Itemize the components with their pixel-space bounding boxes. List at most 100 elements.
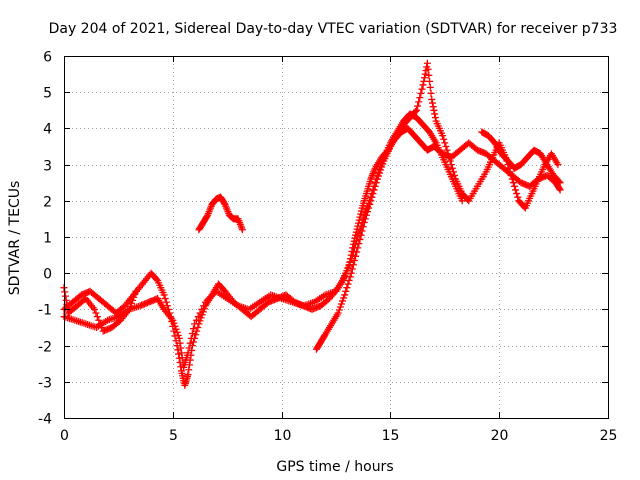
data-point [411, 108, 419, 116]
data-point [372, 179, 380, 187]
data-point [92, 309, 100, 317]
data-point [200, 305, 208, 313]
data-point [447, 161, 455, 169]
data-point [188, 342, 196, 350]
data-point [185, 361, 193, 369]
data-point [341, 291, 349, 299]
data-point [421, 70, 429, 78]
data-point [512, 186, 520, 194]
data-point [337, 300, 345, 308]
data-point [185, 366, 193, 374]
data-point [169, 316, 177, 324]
data-point [90, 305, 98, 313]
data-point [414, 102, 422, 110]
data-point [361, 215, 369, 223]
series-track-e [195, 193, 246, 234]
data-point [506, 168, 514, 176]
data-point [366, 200, 374, 208]
data-point [125, 305, 133, 313]
grid [64, 56, 608, 418]
data-point [62, 296, 70, 304]
data-point [96, 320, 104, 328]
data-point [357, 210, 365, 218]
x-tick-label: 10 [274, 428, 292, 444]
data-point [203, 212, 211, 220]
data-point [368, 193, 376, 201]
data-point [175, 354, 183, 362]
data-point [373, 175, 381, 183]
data-point [439, 132, 447, 140]
data-point [189, 338, 197, 346]
data-point [445, 153, 453, 161]
data-point [431, 114, 439, 122]
data-point [344, 264, 352, 272]
data-point [129, 296, 137, 304]
data-point [166, 309, 174, 317]
data-point [448, 164, 456, 172]
data-point [444, 150, 452, 158]
data-point [365, 204, 373, 212]
data-point [370, 186, 378, 194]
data-point [442, 143, 450, 150]
y-tick-label: 3 [43, 159, 52, 175]
data-point [199, 308, 207, 316]
data-point [510, 182, 518, 190]
data-point [349, 261, 357, 269]
data-point [187, 351, 195, 359]
data-point [426, 77, 434, 85]
data-point [192, 331, 200, 339]
x-tick-label: 25 [600, 428, 618, 444]
data-point [238, 226, 246, 234]
data-point [174, 346, 182, 354]
data-point [354, 244, 362, 252]
data-point [171, 332, 179, 340]
data-point [425, 71, 433, 79]
data-point [508, 175, 516, 183]
data-point [357, 207, 365, 215]
data-point [364, 208, 372, 216]
data-point [170, 327, 178, 335]
data-point [359, 223, 367, 231]
y-tick-label: -2 [38, 340, 52, 356]
data-point [458, 197, 466, 205]
data-point [357, 231, 365, 239]
data-point [126, 302, 134, 310]
data-point [416, 94, 424, 102]
data-point [430, 106, 438, 114]
data-point [348, 265, 356, 273]
y-tick-label: 2 [43, 195, 52, 211]
data-point [415, 98, 423, 106]
data-point [173, 342, 181, 350]
data-point [369, 190, 377, 198]
y-tick-label: -4 [38, 412, 52, 428]
data-point [556, 179, 564, 187]
data-point [441, 139, 449, 147]
data-point [342, 287, 350, 295]
y-tick-label: 0 [43, 267, 52, 283]
data-point [374, 172, 382, 180]
series-track-c [312, 59, 562, 353]
chart-title: Day 204 of 2021, Sidereal Day-to-day VTE… [49, 21, 618, 37]
y-tick-label: -1 [38, 303, 52, 319]
series-track-f [60, 284, 140, 335]
data-point [355, 240, 363, 248]
data-point [424, 65, 432, 73]
data-point [177, 363, 185, 371]
data-point [220, 199, 228, 207]
data-point [346, 273, 354, 281]
data-point [423, 59, 431, 67]
data-point [377, 166, 385, 174]
data-point [451, 171, 459, 179]
data-point [347, 269, 355, 277]
data-point [336, 303, 344, 311]
data-point [346, 258, 354, 266]
data-point [360, 219, 368, 227]
data-point [162, 298, 170, 306]
data-point [188, 346, 196, 354]
axis-ticks: 0 5 10 15 20 25 -4 -3 -2 -1 0 1 2 3 4 5 6 [38, 50, 617, 445]
data-point [160, 291, 168, 299]
data-point [340, 294, 348, 302]
data-point [194, 324, 202, 331]
data-point [334, 309, 342, 317]
y-tick-label: 1 [43, 231, 52, 247]
